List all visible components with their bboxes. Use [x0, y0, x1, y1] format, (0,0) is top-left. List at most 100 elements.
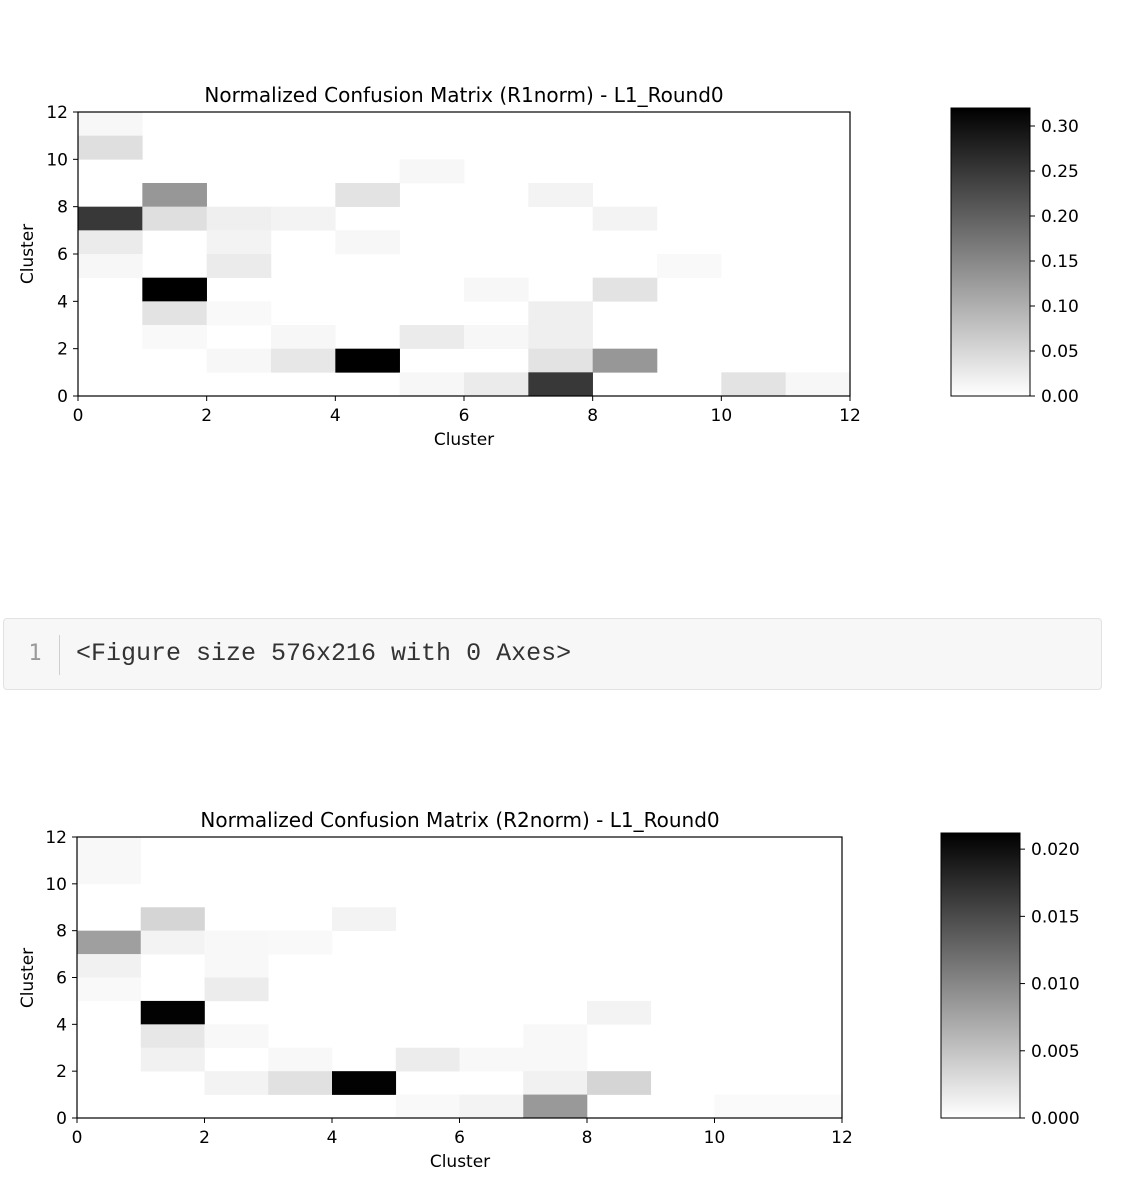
heatmap-cell — [271, 348, 336, 373]
plot-frame — [77, 111, 851, 397]
heatmap-cell — [204, 1071, 269, 1095]
heatmap-cell — [785, 372, 851, 397]
heatmap-cell — [78, 112, 143, 136]
colorbar-tick-label: 0.05 — [1041, 342, 1079, 362]
output-text: <Figure size 576x216 with 0 Axes> — [76, 639, 572, 668]
heatmap-cell — [332, 1071, 397, 1095]
y-tick-label: 12 — [46, 103, 68, 123]
heatmap-cells — [77, 837, 843, 1119]
colorbar-gradient — [950, 107, 1031, 397]
y-tick-label: 2 — [56, 1062, 67, 1082]
heatmap-cell — [206, 206, 272, 231]
heatmap-cell — [268, 1047, 333, 1072]
heatmap-cell — [523, 1071, 588, 1095]
heatmap-cell — [778, 1094, 843, 1119]
heatmap-cell — [332, 907, 397, 931]
colorbar-tick-label: 0.005 — [1031, 1042, 1080, 1062]
heatmap-cell — [657, 254, 722, 278]
colorbar: 0.00 0.05 0.10 0.15 0.20 0.25 0.30 — [950, 107, 1079, 407]
x-tick-label: 6 — [454, 1128, 465, 1148]
heatmap-cell — [592, 206, 658, 231]
heatmap-cell — [587, 1000, 652, 1025]
heatmap-cell — [140, 907, 205, 931]
heatmap-cell — [271, 206, 336, 231]
heatmap-cell — [587, 1071, 652, 1095]
heatmap-cell — [721, 372, 786, 397]
heatmap-cell — [204, 1024, 269, 1049]
y-axis-label: Cluster — [18, 224, 38, 284]
heatmap-cell — [142, 325, 207, 349]
x-tick-label: 0 — [72, 1128, 83, 1148]
colorbar-tick-label: 0.20 — [1041, 207, 1079, 227]
colorbar-tick-label: 0.010 — [1031, 975, 1080, 995]
heatmap-cell — [528, 183, 593, 207]
heatmap-cell — [464, 277, 529, 302]
heatmap-cell — [204, 954, 269, 978]
heatmap-cell — [206, 254, 272, 278]
heatmap-cell — [714, 1094, 779, 1119]
heatmap-cell — [77, 977, 142, 1002]
heatmap-cell — [142, 277, 207, 302]
line-number: 1 — [28, 641, 42, 666]
y-tick-label: 10 — [46, 150, 68, 170]
heatmap-cell — [592, 277, 658, 302]
colorbar-tick-label: 0.15 — [1041, 252, 1079, 272]
confusion-matrix-chart-r1norm: Normalized Confusion Matrix (R1norm) - L… — [18, 83, 1079, 450]
heatmap-cell — [464, 372, 529, 397]
x-tick-label: 0 — [73, 406, 84, 426]
heatmap-cell — [335, 183, 400, 207]
heatmap-cell — [78, 206, 143, 231]
heatmap-cell — [395, 1047, 460, 1072]
colorbar-tick-label: 0.00 — [1041, 387, 1079, 407]
heatmap-cell — [206, 301, 272, 326]
heatmap-cell — [523, 1094, 588, 1119]
x-tick-label: 2 — [201, 406, 212, 426]
y-axis-ticks: 0 2 4 6 8 10 12 — [46, 103, 78, 407]
heatmap-cell — [528, 348, 593, 373]
heatmap-cell — [78, 230, 143, 255]
x-tick-label: 8 — [582, 1128, 593, 1148]
heatmap-cell — [140, 1024, 205, 1049]
chart-title: Normalized Confusion Matrix (R1norm) - L… — [204, 83, 723, 107]
colorbar-tick-label: 0.10 — [1041, 297, 1079, 317]
y-tick-label: 0 — [57, 387, 68, 407]
heatmap-cell — [78, 135, 143, 160]
heatmap-cell — [592, 348, 658, 373]
heatmap-cell — [142, 183, 207, 207]
heatmap-cell — [271, 325, 336, 349]
heatmap-cell — [142, 301, 207, 326]
y-tick-label: 2 — [57, 340, 68, 360]
colorbar-tick-label: 0.000 — [1031, 1109, 1080, 1129]
heatmap-cell — [399, 159, 465, 184]
heatmap-cell — [464, 325, 529, 349]
heatmap-cell — [140, 930, 205, 955]
heatmap-cell — [77, 930, 142, 955]
colorbar-tick-label: 0.25 — [1041, 162, 1079, 182]
x-tick-label: 4 — [330, 406, 341, 426]
heatmap-cells — [78, 112, 851, 397]
heatmap-cell — [523, 1047, 588, 1072]
y-tick-label: 8 — [57, 198, 68, 218]
heatmap-cell — [399, 372, 465, 397]
heatmap-cell — [78, 254, 143, 278]
heatmap-cell — [523, 1024, 588, 1049]
x-axis-label: Cluster — [430, 1152, 490, 1172]
x-tick-label: 10 — [711, 406, 733, 426]
heatmap-cell — [268, 930, 333, 955]
x-tick-label: 12 — [839, 406, 861, 426]
heatmap-cell — [204, 977, 269, 1002]
x-tick-label: 10 — [704, 1128, 726, 1148]
y-tick-label: 6 — [56, 969, 67, 989]
y-tick-label: 0 — [56, 1109, 67, 1129]
heatmap-cell — [528, 325, 593, 349]
y-axis-ticks: 0 2 4 6 8 10 12 — [45, 828, 77, 1129]
heatmap-cell — [528, 372, 593, 397]
y-axis-label: Cluster — [18, 948, 38, 1008]
heatmap-cell — [335, 230, 400, 255]
heatmap-cell — [459, 1094, 524, 1119]
y-tick-label: 12 — [45, 828, 67, 848]
heatmap-cell — [77, 837, 142, 861]
y-tick-label: 4 — [56, 1015, 67, 1035]
heatmap-cell — [268, 1071, 333, 1095]
colorbar-gradient — [940, 832, 1021, 1119]
